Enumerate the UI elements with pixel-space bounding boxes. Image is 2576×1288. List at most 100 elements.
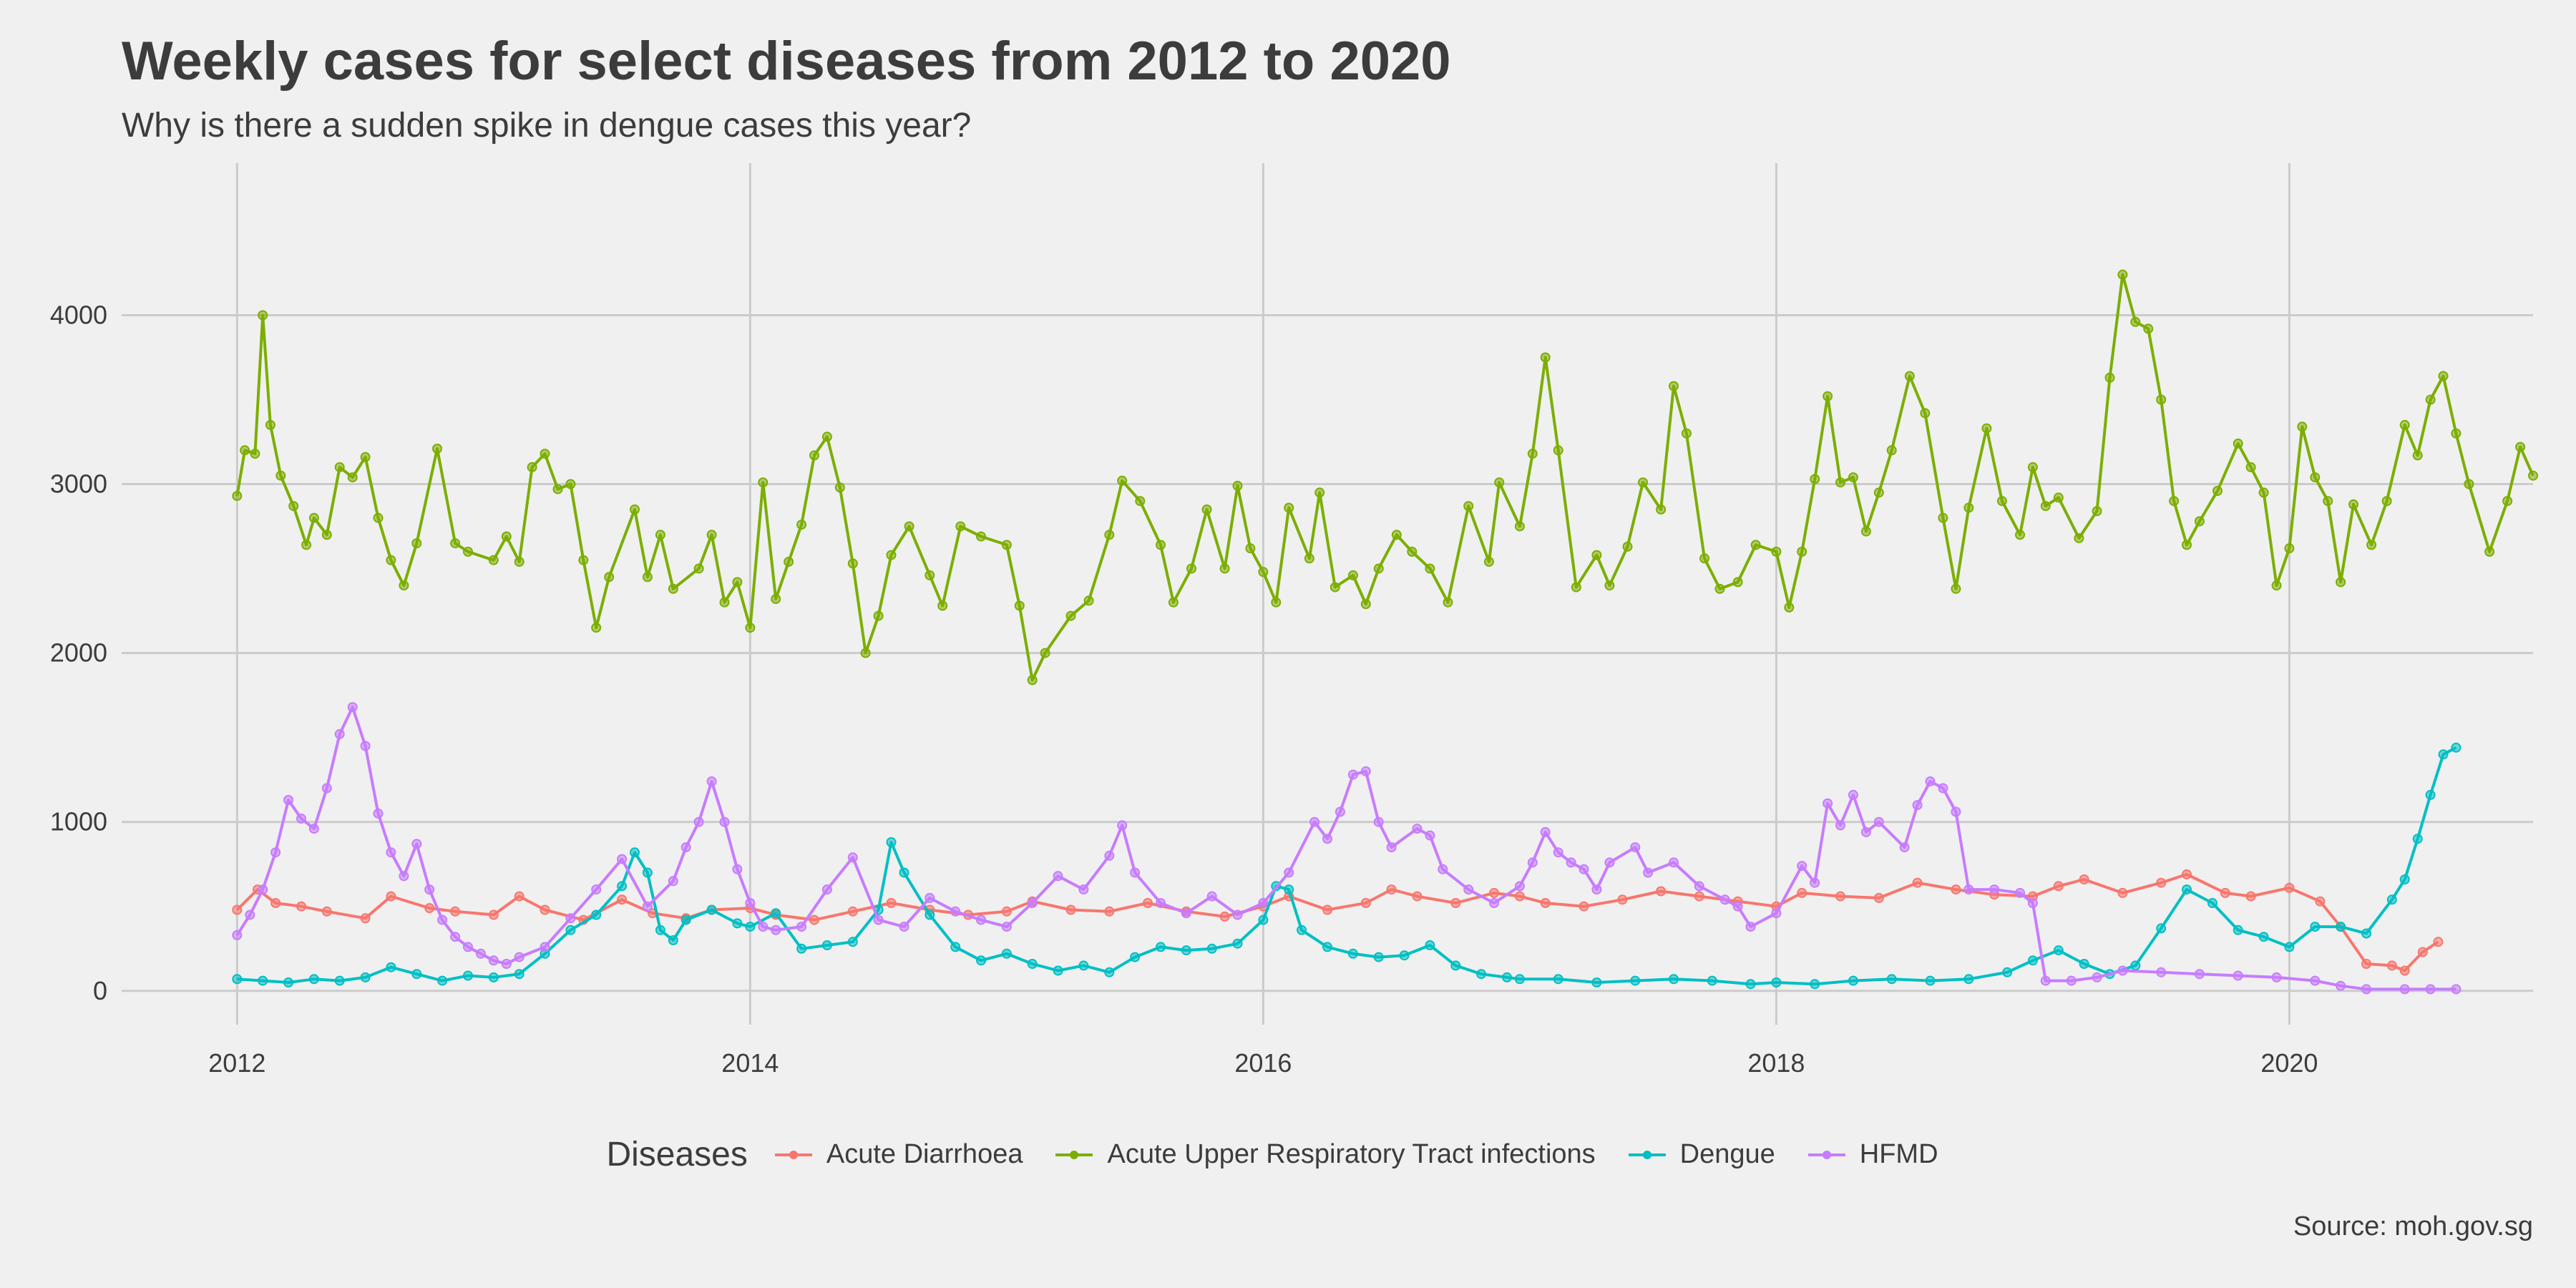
data-point	[1232, 480, 1243, 491]
data-point	[1314, 487, 1325, 498]
series-line	[235, 273, 2534, 682]
data-point	[437, 914, 448, 925]
data-point	[450, 538, 461, 549]
data-point	[565, 924, 576, 935]
data-point	[1027, 898, 1038, 908]
data-point	[411, 969, 422, 980]
data-point	[360, 741, 371, 751]
data-point	[565, 913, 576, 924]
data-point	[2310, 922, 2321, 932]
x-tick-label: 2016	[1234, 1048, 1292, 1078]
data-point	[1232, 938, 1243, 949]
data-point	[1201, 504, 1212, 514]
data-point	[463, 942, 473, 952]
data-point	[1206, 943, 1217, 954]
data-point	[1630, 975, 1641, 986]
data-point	[1951, 884, 1961, 895]
data-point	[1309, 816, 1320, 827]
data-point	[565, 479, 576, 489]
data-point	[2515, 441, 2526, 452]
data-point	[1579, 901, 1589, 912]
source-caption: Source: moh.gov.sg	[2293, 1211, 2533, 1241]
data-point	[2348, 499, 2358, 509]
data-point	[2464, 479, 2474, 489]
data-point	[488, 555, 499, 565]
data-point	[847, 852, 858, 863]
data-point	[732, 918, 743, 929]
data-point	[1284, 867, 1294, 878]
data-point	[1258, 914, 1269, 925]
data-point	[360, 452, 371, 462]
data-point	[955, 521, 966, 532]
data-point	[1489, 898, 1499, 908]
data-point	[771, 924, 781, 935]
data-point	[1425, 830, 1435, 841]
data-point	[1181, 908, 1191, 919]
data-point	[2079, 874, 2089, 884]
data-point	[2117, 887, 2128, 898]
data-point	[527, 462, 537, 472]
data-point	[1963, 884, 1974, 895]
data-point	[1232, 909, 1243, 920]
data-point	[450, 906, 461, 917]
data-point	[1925, 975, 1936, 986]
data-point	[950, 942, 961, 952]
legend-label: Acute Diarrhoea	[826, 1139, 1023, 1169]
series-acute-upper-respiratory-tract-infections	[232, 269, 2538, 686]
data-point	[693, 816, 704, 827]
data-point	[2258, 487, 2269, 498]
legend-item: Acute Diarrhoea	[774, 1139, 1023, 1170]
data-point	[1489, 887, 1499, 898]
data-point	[1617, 894, 1628, 905]
data-point	[2381, 496, 2392, 507]
data-point	[1373, 816, 1384, 827]
data-point	[386, 891, 396, 902]
data-point	[1714, 583, 1725, 594]
data-point	[2258, 932, 2269, 942]
data-point	[591, 623, 602, 633]
data-point	[1771, 977, 1782, 987]
y-axis-tick-labels: 0 1000 2000 3000 4000	[50, 300, 107, 1005]
data-point	[1156, 898, 1166, 908]
data-point	[514, 557, 525, 567]
data-point	[308, 824, 319, 834]
data-point	[1591, 977, 1602, 987]
data-point	[2233, 438, 2243, 449]
data-point	[847, 906, 858, 917]
y-tick-label: 1000	[50, 807, 107, 836]
data-point	[2323, 496, 2333, 507]
data-point	[2310, 975, 2321, 986]
data-point	[1168, 597, 1179, 608]
data-point	[2182, 869, 2192, 879]
data-point	[706, 904, 717, 915]
data-point	[424, 903, 435, 914]
series-layer	[232, 269, 2538, 995]
chart-title: Weekly cases for select diseases from 20…	[122, 31, 1451, 92]
data-point	[424, 884, 435, 895]
data-point	[2233, 970, 2243, 981]
data-point	[432, 444, 442, 454]
data-point	[1258, 898, 1269, 908]
data-point	[411, 839, 422, 849]
data-point	[386, 847, 396, 858]
series-acute-diarrhoea	[232, 869, 2444, 976]
data-point	[937, 600, 948, 611]
line-chart: 2012 2014 2016 2018 2020 0 1000 2000 3000 4000	[50, 163, 2538, 1078]
data-point	[1514, 974, 1525, 985]
data-point	[258, 310, 268, 321]
data-point	[1797, 547, 1807, 557]
data-point	[288, 501, 299, 512]
data-point	[2066, 975, 2077, 986]
data-point	[1904, 371, 1915, 381]
data-point	[796, 922, 807, 932]
data-point	[1699, 553, 1709, 564]
data-point	[2169, 496, 2180, 507]
data-point	[924, 892, 935, 903]
data-point	[2315, 896, 2326, 907]
data-point	[1797, 887, 1807, 898]
data-point	[873, 610, 884, 621]
data-point	[437, 975, 448, 986]
data-point	[2079, 959, 2089, 969]
gridlines	[122, 163, 2533, 1025]
data-point	[265, 419, 275, 430]
